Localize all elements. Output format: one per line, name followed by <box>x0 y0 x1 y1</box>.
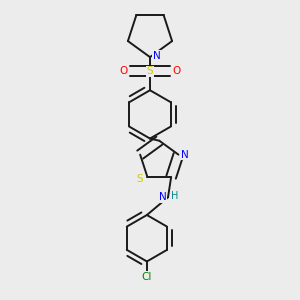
Text: H: H <box>171 191 178 201</box>
Text: S: S <box>147 66 153 76</box>
Text: N: N <box>182 150 189 160</box>
Text: O: O <box>119 66 127 76</box>
Text: N: N <box>159 192 166 202</box>
Text: S: S <box>136 174 143 184</box>
Text: N: N <box>153 51 161 61</box>
Text: O: O <box>173 66 181 76</box>
Text: Cl: Cl <box>142 272 152 282</box>
